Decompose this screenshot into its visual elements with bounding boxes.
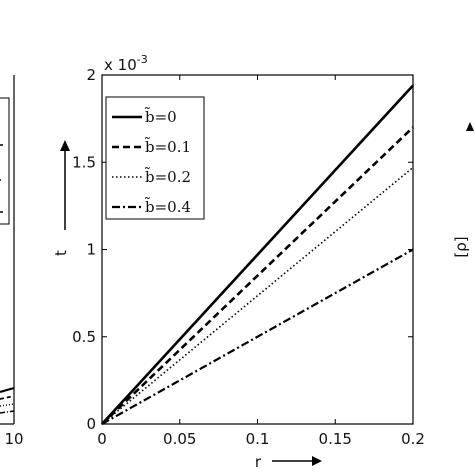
- right-panel-y-label: [ρ]: [452, 236, 470, 257]
- left-panel: 10: [0, 75, 24, 448]
- x-axis-arrow: [272, 456, 322, 466]
- legend-label-1: b̃=0.1: [144, 137, 191, 156]
- x-tick-label: 0: [97, 430, 107, 448]
- series-line-0: [101, 84, 414, 425]
- x-tick-label: 0.1: [246, 430, 270, 448]
- left-panel-series: [0, 410, 15, 414]
- legend-label-3: b̃=0.4: [144, 197, 191, 216]
- y-tick-label: 0: [86, 415, 96, 433]
- y-multiplier-exponent: -3: [137, 53, 148, 66]
- x-tick-label: 0.05: [163, 430, 196, 448]
- series-layer: [101, 84, 414, 425]
- right-panel: [ρ]: [452, 122, 474, 258]
- y-tick-label: 0.5: [72, 328, 96, 346]
- y-axis-arrow: [60, 140, 70, 230]
- left-panel-x-tick-label: 10: [4, 430, 23, 448]
- x-tick-label: 0.15: [319, 430, 352, 448]
- series-line-3: [101, 248, 414, 425]
- legend: b̃=0 b̃=0.1 b̃=0.2 b̃=0.4: [105, 96, 205, 220]
- y-axis-label: t: [52, 250, 70, 256]
- series-line-1: [101, 126, 414, 425]
- legend-label-2: b̃=0.2: [144, 167, 191, 186]
- ticks-layer: 0 0.05 0.1 0.15 0.2 0 0.5 1 1.5 2: [72, 66, 425, 448]
- plot-area: 0 0.05 0.1 0.15 0.2 0 0.5 1 1.5 2: [72, 66, 425, 448]
- y-tick-label: 1.5: [72, 153, 96, 171]
- right-panel-arrowhead: [466, 122, 474, 131]
- legend-label-0: b̃=0: [144, 107, 177, 126]
- y-tick-label: 1: [86, 241, 96, 259]
- y-tick-label: 2: [86, 66, 96, 84]
- x-tick-label: 0.2: [401, 430, 425, 448]
- left-panel-series: [0, 403, 15, 407]
- left-panel-legend-box: [0, 97, 10, 225]
- x-axis-label: r: [255, 453, 262, 471]
- y-multiplier: x 10-3: [104, 53, 148, 74]
- left-panel-series: [0, 395, 15, 400]
- left-panel-series: [0, 386, 15, 394]
